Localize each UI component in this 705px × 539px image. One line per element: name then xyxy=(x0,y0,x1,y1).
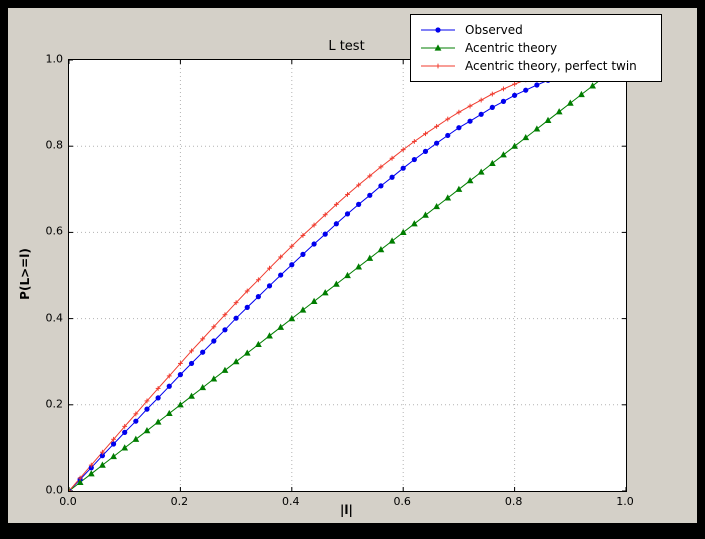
figure: L test P(L>=l) |l| 0.0 0.2 0.4 0.6 0.8 1.0 0.0… xyxy=(8,8,697,523)
legend-label-observed: Observed xyxy=(465,23,523,37)
legend-label-perfect-twin: Acentric theory, perfect twin xyxy=(465,59,637,73)
legend-line-observed-icon xyxy=(421,27,455,33)
chart-title: L test xyxy=(328,39,365,54)
legend-entry-observed: Observed xyxy=(419,21,653,39)
y-tick-label: 0.4 xyxy=(45,311,64,325)
y-tick-label: 0.8 xyxy=(45,138,64,152)
x-axis-label: |l| xyxy=(340,503,353,517)
y-tick-label: 1.0 xyxy=(45,52,64,66)
y-tick-label: 0.2 xyxy=(45,397,64,411)
y-tick-label: 0.0 xyxy=(45,483,64,497)
legend-line-acentric-theory-icon xyxy=(421,44,455,51)
legend-entry-perfect-twin: Acentric theory, perfect twin xyxy=(419,57,653,75)
plot-area xyxy=(68,59,627,492)
legend-entry-acentric-theory: Acentric theory xyxy=(419,39,653,57)
legend-line-perfect-twin-icon xyxy=(421,63,455,69)
legend-label-acentric-theory: Acentric theory xyxy=(465,41,558,55)
y-axis-label: P(L>=l) xyxy=(18,248,32,300)
plot-canvas xyxy=(69,60,626,491)
legend: Observed Acentric theory Acentric theory… xyxy=(410,14,662,82)
y-tick-label: 0.6 xyxy=(45,224,64,238)
